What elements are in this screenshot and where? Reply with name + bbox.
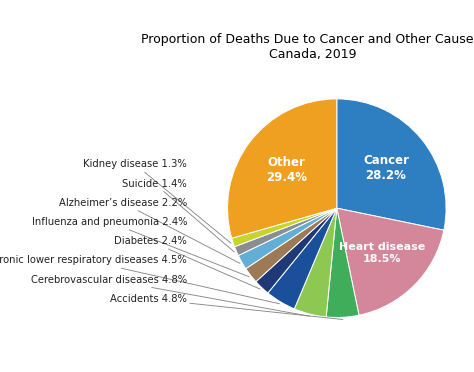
Wedge shape xyxy=(268,208,337,309)
Text: Kidney disease 1.3%: Kidney disease 1.3% xyxy=(83,160,231,243)
Wedge shape xyxy=(232,208,337,247)
Text: Influenza and pneumonia 2.4%: Influenza and pneumonia 2.4% xyxy=(32,217,249,277)
Text: Heart disease
18.5%: Heart disease 18.5% xyxy=(338,242,425,264)
Title: Proportion of Deaths Due to Cancer and Other Causes,
Canada, 2019: Proportion of Deaths Due to Cancer and O… xyxy=(141,33,474,61)
Text: Suicide 1.4%: Suicide 1.4% xyxy=(122,179,234,252)
Wedge shape xyxy=(238,208,337,269)
Text: Diabetes 2.4%: Diabetes 2.4% xyxy=(114,236,260,289)
Wedge shape xyxy=(337,99,446,230)
Wedge shape xyxy=(228,99,337,238)
Wedge shape xyxy=(337,208,444,315)
Wedge shape xyxy=(294,208,337,317)
Wedge shape xyxy=(326,208,359,317)
Text: Cerebrovascular diseases 4.8%: Cerebrovascular diseases 4.8% xyxy=(31,275,310,316)
Wedge shape xyxy=(246,208,337,282)
Text: Accidents 4.8%: Accidents 4.8% xyxy=(110,294,343,320)
Text: Chronic lower respiratory diseases 4.5%: Chronic lower respiratory diseases 4.5% xyxy=(0,256,279,304)
Wedge shape xyxy=(235,208,337,256)
Wedge shape xyxy=(256,208,337,293)
Text: Alzheimer’s disease 2.2%: Alzheimer’s disease 2.2% xyxy=(59,198,240,263)
Text: Other
29.4%: Other 29.4% xyxy=(266,156,307,184)
Text: Cancer
28.2%: Cancer 28.2% xyxy=(363,154,409,182)
